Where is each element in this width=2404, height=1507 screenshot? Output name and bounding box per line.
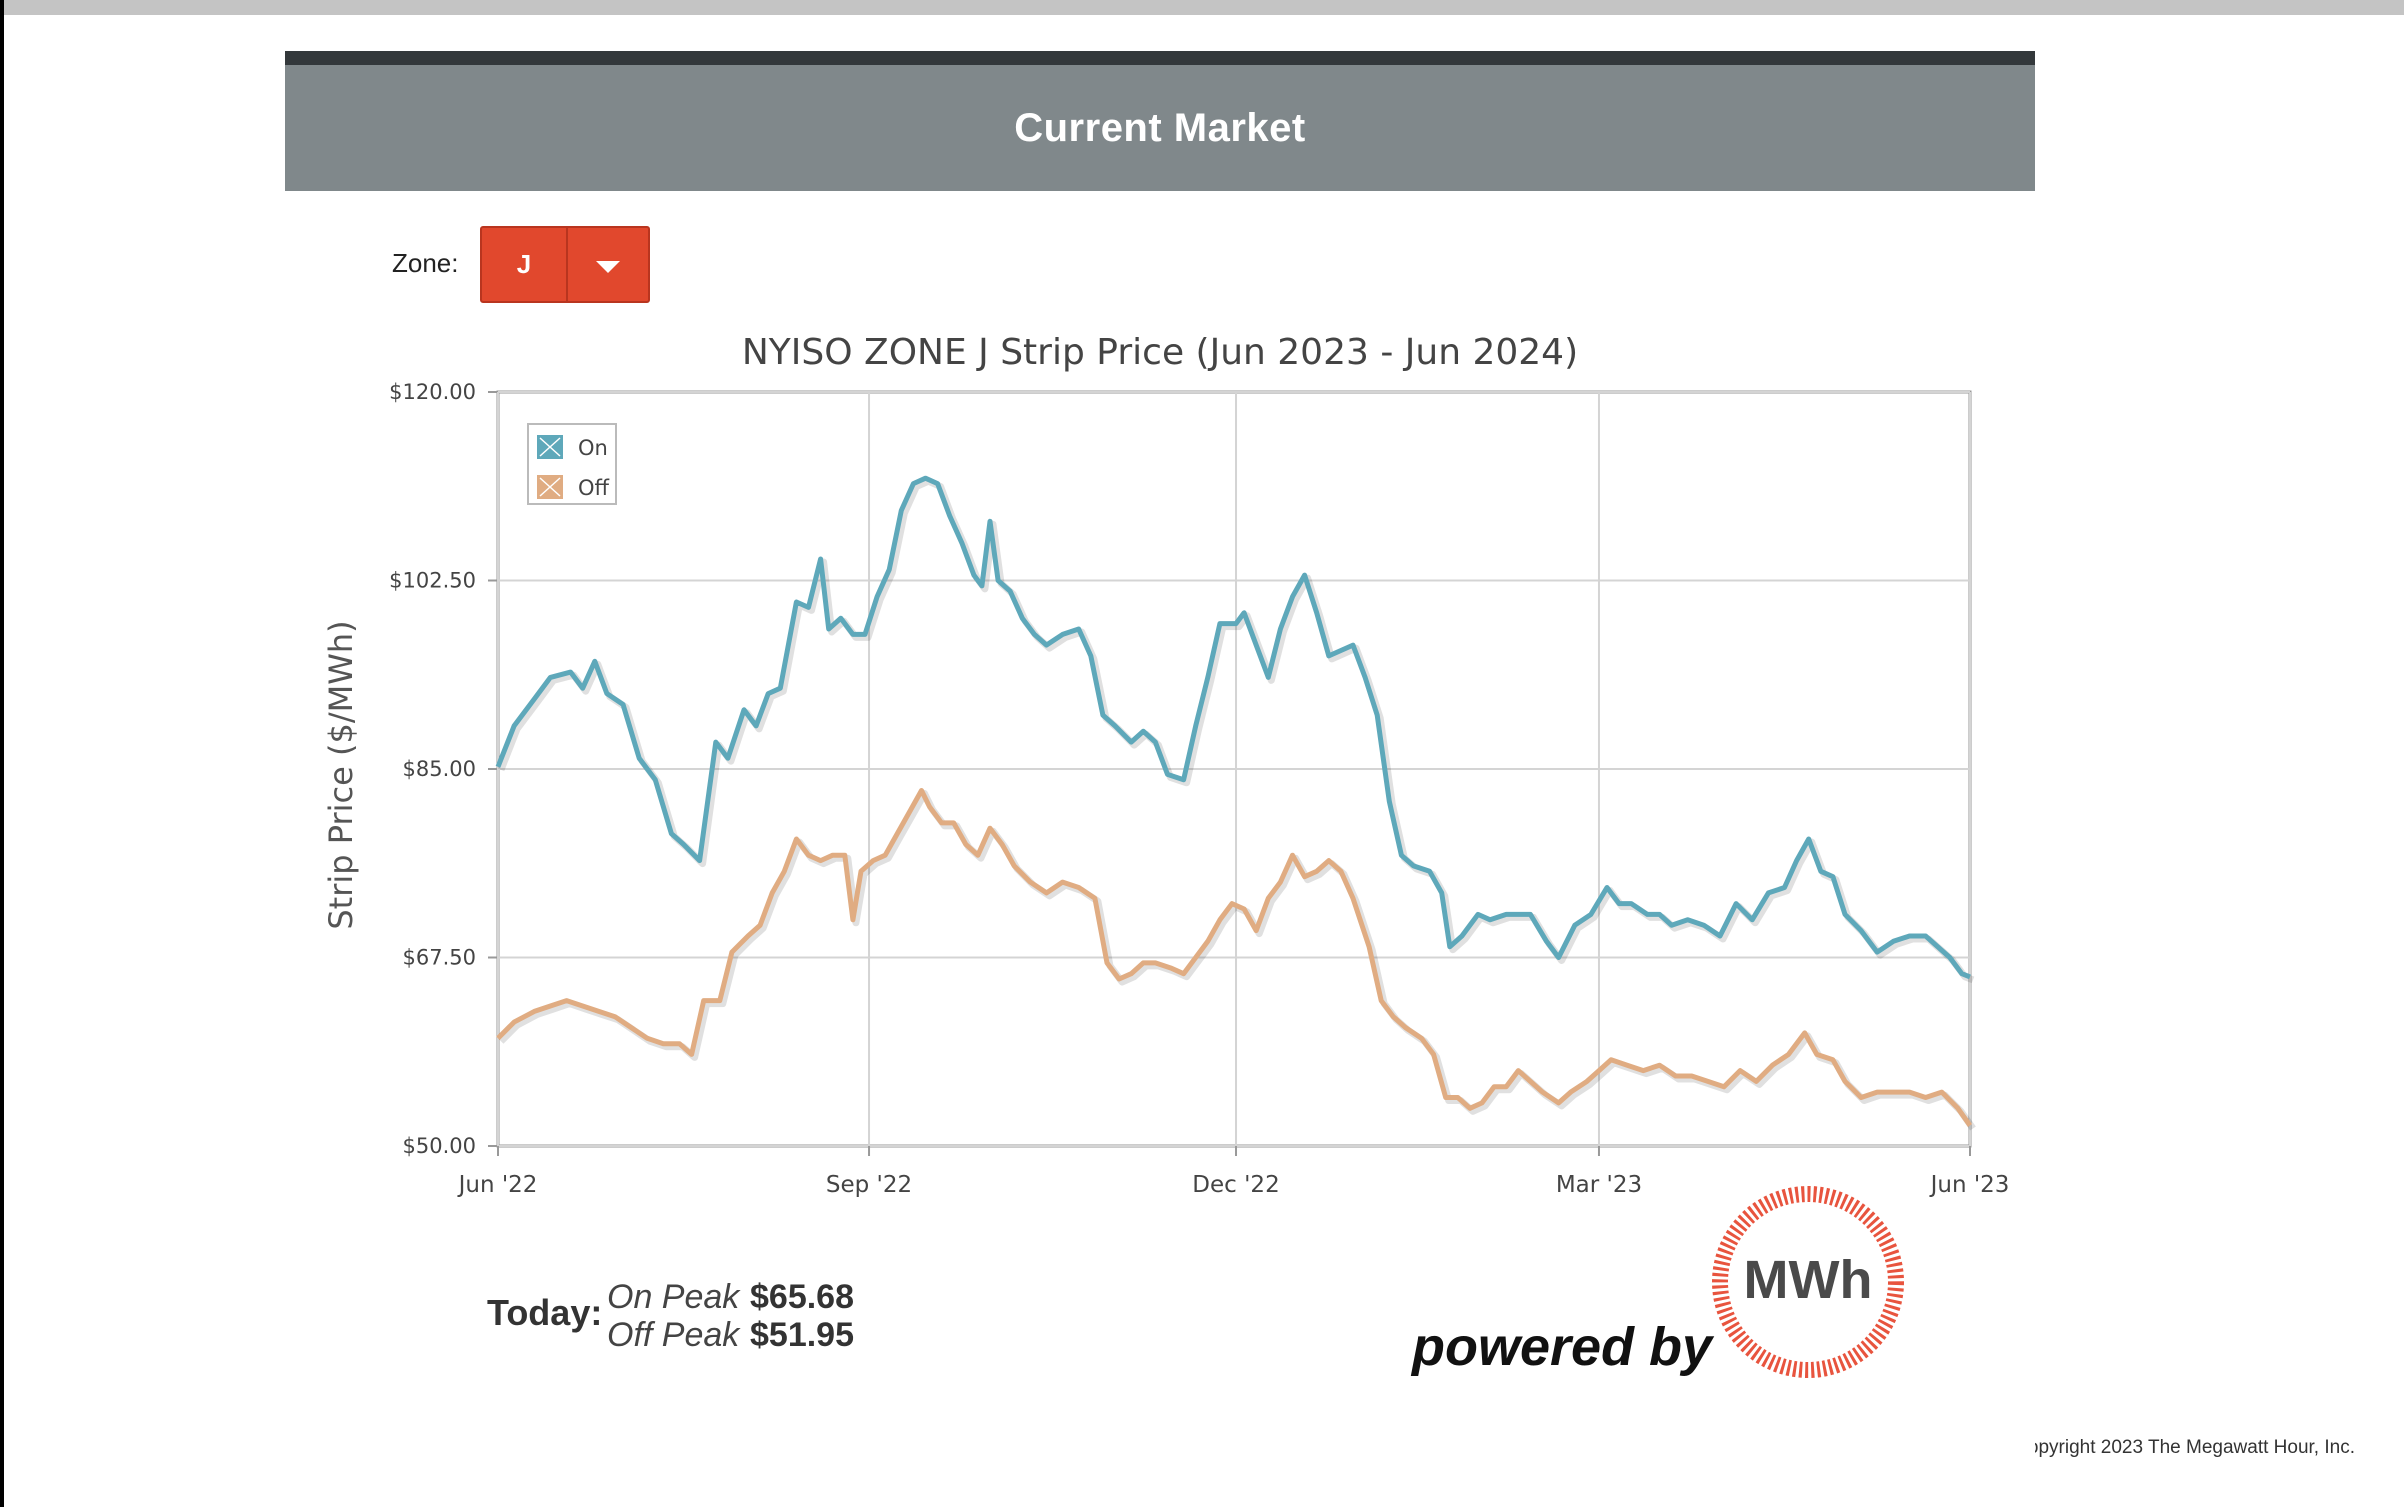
legend-label-on[interactable]: On bbox=[578, 436, 608, 460]
x-tick-label: Jun '22 bbox=[457, 1172, 538, 1198]
y-tick-label: $120.00 bbox=[389, 380, 476, 404]
panel-title: Current Market bbox=[1014, 105, 1306, 150]
y-tick-labels: $50.00 $67.50 $85.00 $102.50 $120.00 bbox=[389, 380, 476, 1158]
y-tick-label: $102.50 bbox=[389, 569, 476, 593]
x-tick-label: Mar '23 bbox=[1556, 1172, 1642, 1198]
left-border bbox=[0, 0, 4, 1507]
chevron-down-icon[interactable] bbox=[568, 228, 648, 301]
x-tick-label: Dec '22 bbox=[1192, 1172, 1279, 1198]
mwh-logo: MWh bbox=[1712, 1186, 1904, 1378]
copyright-text: Copyright 2023 The Megawatt Hour, Inc. bbox=[2035, 1437, 2355, 1458]
legend-swatch-mark bbox=[539, 437, 561, 457]
series-line-off[interactable] bbox=[496, 788, 1973, 1127]
zone-selected-value[interactable]: J bbox=[482, 228, 568, 301]
x-tick-labels: Jun '22 Sep '22 Dec '22 Mar '23 Jun '23 bbox=[457, 1172, 2010, 1198]
powered-by-text: powered by bbox=[1412, 1317, 1713, 1377]
panel-header: Current Market bbox=[285, 51, 2035, 191]
mwh-logo-text: MWh bbox=[1744, 1250, 1873, 1310]
zone-label: Zone: bbox=[392, 248, 459, 278]
series-lines bbox=[495, 475, 1976, 1131]
off-peak-label: Off Peak bbox=[607, 1316, 740, 1354]
y-tick-label: $67.50 bbox=[403, 946, 476, 970]
x-tick-label: Jun '23 bbox=[1929, 1172, 2010, 1198]
series-line-on[interactable] bbox=[495, 475, 1971, 980]
zone-dropdown[interactable]: J bbox=[480, 226, 650, 303]
legend-swatch-mark bbox=[539, 477, 561, 497]
x-tick-label: Sep '22 bbox=[826, 1172, 912, 1198]
chart-title: NYISO ZONE J Strip Price (Jun 2023 - Jun… bbox=[742, 332, 1578, 373]
on-peak-value: $65.68 bbox=[750, 1278, 854, 1316]
top-strip bbox=[0, 0, 2404, 15]
legend[interactable]: On Off bbox=[527, 423, 617, 505]
off-peak-value: $51.95 bbox=[750, 1316, 854, 1354]
today-label: Today: bbox=[487, 1292, 603, 1333]
y-axis-label: Strip Price ($/MWh) bbox=[322, 620, 360, 929]
y-tick-label: $50.00 bbox=[403, 1134, 476, 1158]
y-tick-label: $85.00 bbox=[403, 757, 476, 781]
on-peak-label: On Peak bbox=[607, 1278, 740, 1316]
legend-label-off[interactable]: Off bbox=[578, 476, 610, 500]
grid-lines bbox=[488, 391, 1971, 1156]
